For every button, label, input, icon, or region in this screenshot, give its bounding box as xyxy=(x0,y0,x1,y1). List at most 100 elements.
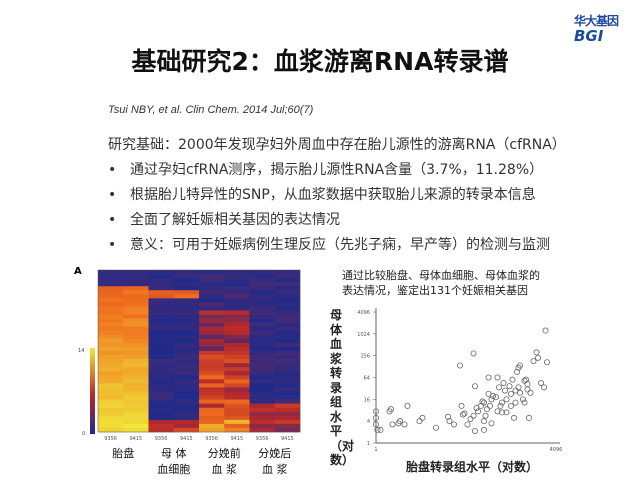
heatmap-cell xyxy=(98,342,124,348)
group-label: 血细胞 xyxy=(157,462,190,476)
panel-label: A xyxy=(74,266,82,277)
heatmap-cell xyxy=(148,334,175,340)
heatmap-cell xyxy=(123,351,149,356)
x-tick-label: 4096 xyxy=(550,447,563,453)
scatter-point xyxy=(512,399,519,406)
scatter-point xyxy=(473,405,480,412)
heatmap-cell xyxy=(173,423,200,429)
heatmap-cell xyxy=(98,383,124,388)
bgi-logo: 华大基因 BGI xyxy=(574,12,634,44)
heatmap-cell xyxy=(148,290,175,295)
heatmap-cell xyxy=(274,419,301,425)
heatmap-cell xyxy=(199,278,225,283)
heatmap-cell xyxy=(173,411,200,417)
heatmap-cell xyxy=(148,286,175,291)
heatmap-cell xyxy=(199,338,225,344)
heatmap-cell xyxy=(274,423,301,429)
heatmap-cell xyxy=(173,375,200,380)
heatmap-cell xyxy=(224,282,250,287)
heatmap-cell xyxy=(199,415,225,421)
heatmap-cell xyxy=(199,286,225,291)
scatter-point xyxy=(534,354,541,361)
heatmap-cell xyxy=(224,334,250,340)
heatmap-cell xyxy=(148,359,175,364)
heatmap-cell xyxy=(224,383,250,388)
scatter-point xyxy=(501,387,508,394)
heatmap-cell xyxy=(224,338,250,344)
heatmap-cell xyxy=(224,387,250,392)
heatmap-cell xyxy=(98,302,124,307)
heatmap-cell xyxy=(199,330,225,336)
y-tick-label: 1 xyxy=(367,441,370,447)
heatmap-cell xyxy=(98,359,124,364)
heatmap-cell xyxy=(274,286,301,291)
heatmap-cell xyxy=(123,294,149,299)
heatmap-cell xyxy=(224,407,250,413)
heatmap-cell xyxy=(274,338,301,344)
intro-text: 研究基础：2000年发现孕妇外周血中存在胎儿源性的游离RNA（cfRNA） xyxy=(108,137,566,153)
heatmap-cell xyxy=(173,318,200,323)
heatmap-cell xyxy=(224,274,250,279)
scatter-point xyxy=(373,414,380,421)
scatter-point xyxy=(488,420,495,427)
x-axis-label: 胎盘转录组水平（对数） xyxy=(406,460,539,474)
heatmap-cell xyxy=(224,399,250,404)
heatmap-cell xyxy=(249,391,276,396)
heatmap-cell xyxy=(274,411,301,417)
heatmap-cell xyxy=(199,326,225,332)
scatter-point xyxy=(516,389,523,396)
heatmap-cell xyxy=(148,383,175,388)
heatmap-cell xyxy=(249,423,276,429)
heatmap-cell xyxy=(224,330,250,336)
heatmap-cell xyxy=(274,310,301,315)
sample-label: 9415 xyxy=(281,436,294,442)
bullet-text: 全面了解妊娠相关基因的表达情况 xyxy=(130,212,340,228)
heatmap-cell xyxy=(224,363,250,368)
scatter-point xyxy=(507,402,514,409)
heatmap-cell xyxy=(199,399,225,404)
scatter-point xyxy=(515,384,522,391)
heatmap-cell xyxy=(274,346,301,352)
heatmap-cell xyxy=(123,403,149,408)
heatmap-cell xyxy=(249,403,276,408)
group-label: 分娩后 xyxy=(258,446,291,460)
heatmap-cell xyxy=(249,355,276,360)
heatmap-cell xyxy=(98,274,124,279)
heatmap-cell xyxy=(123,298,149,303)
group-label: 母 体 xyxy=(161,446,187,460)
scatter-point xyxy=(533,349,540,356)
heatmap-cell xyxy=(173,427,200,433)
heatmap-cell xyxy=(123,359,149,364)
heatmap-cell xyxy=(98,419,124,425)
heatmap-cell xyxy=(98,294,124,299)
heatmap-cell xyxy=(199,274,225,279)
heatmap-cell xyxy=(274,363,301,368)
heatmap-cell xyxy=(98,334,124,340)
heatmap-cell xyxy=(224,379,250,384)
y-tick-label: 16 xyxy=(364,397,370,403)
heatmap-cell xyxy=(224,351,250,356)
heatmap-cell xyxy=(98,322,124,327)
heatmap-cell xyxy=(123,387,149,392)
heatmap-cell xyxy=(98,290,124,295)
heatmap-cell xyxy=(224,415,250,421)
heatmap-cell xyxy=(249,427,276,433)
heatmap-cell xyxy=(274,395,301,400)
heatmap-cell xyxy=(123,302,149,307)
scatter-point xyxy=(486,402,493,409)
heatmap-cell xyxy=(199,351,225,356)
heatmap-cell xyxy=(249,326,276,332)
heatmap-cell xyxy=(173,278,200,283)
heatmap-cell xyxy=(249,395,276,400)
heatmap-cell xyxy=(274,355,301,360)
colorbar xyxy=(90,348,95,434)
heatmap-cell xyxy=(98,318,124,323)
heatmap-cell xyxy=(98,363,124,368)
heatmap-cell xyxy=(173,322,200,327)
heatmap-cell xyxy=(274,427,301,433)
heatmap-cell xyxy=(123,274,149,279)
scatter-point xyxy=(489,393,496,400)
heatmap-cell xyxy=(249,363,276,368)
heatmap-cell xyxy=(199,371,225,376)
scatter-point xyxy=(522,376,529,383)
